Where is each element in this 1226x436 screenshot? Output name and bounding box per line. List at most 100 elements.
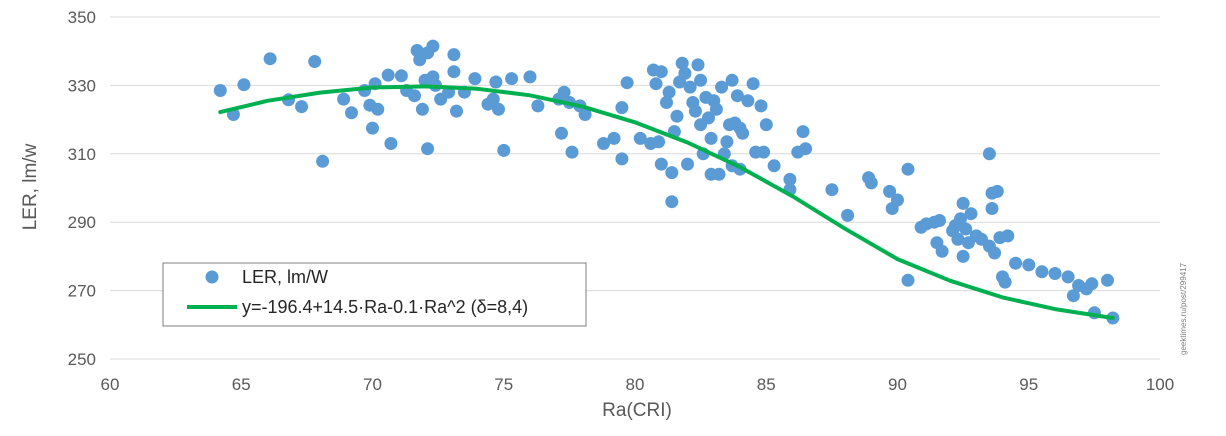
data-point [557,85,571,99]
data-point [988,246,1002,260]
data-point [954,212,967,226]
data-point [841,208,855,222]
data-point [741,94,755,108]
data-point [450,104,463,118]
data-point [675,56,689,70]
data-point [933,214,946,227]
data-point [633,131,647,145]
data-point [720,135,734,149]
data-point [783,172,797,186]
data-point [316,154,330,168]
y-axis-title: LER, lm/w [20,143,41,230]
data-point [956,249,970,263]
data-point [767,159,781,173]
data-point [799,142,813,156]
y-tick-label: 290 [68,213,96,232]
data-point [366,121,379,135]
data-point [394,69,408,83]
data-point [213,84,227,97]
data-point [736,126,750,140]
data-point [901,273,915,287]
x-tick-label: 70 [363,375,382,394]
data-point [237,78,251,92]
legend-box [162,262,587,327]
data-point [691,58,705,72]
data-point [712,167,726,181]
data-point [597,137,610,150]
data-point [654,157,668,171]
data-point [615,152,629,166]
x-tick-label: 60 [101,375,120,394]
data-point [337,92,351,106]
data-point [670,109,684,123]
data-point [607,131,621,145]
data-point [1001,229,1015,243]
data-point [998,275,1012,289]
y-tick-label: 250 [68,350,96,369]
x-axis-title: Ra(CRI) [602,400,672,421]
data-point [486,92,500,106]
data-point [951,232,965,246]
x-tick-label: 95 [1019,375,1038,394]
data-point [796,125,810,139]
data-point [497,143,511,157]
data-point [308,55,322,68]
y-tick-label: 350 [68,8,96,27]
data-point [1022,258,1036,272]
data-point [426,39,440,53]
data-point [891,193,904,207]
data-point [694,73,708,87]
data-point [662,85,676,99]
data-point [990,184,1004,198]
data-point [665,166,679,180]
x-tick-label: 100 [1146,375,1174,394]
data-point [825,183,839,197]
data-point [681,157,694,171]
data-point [468,72,482,86]
y-tick-label: 270 [68,282,96,301]
watermark: geektimes.ru/post/299417 [1179,262,1188,355]
data-point [956,196,970,210]
data-point [555,126,568,140]
data-point [660,96,673,109]
data-point [447,65,461,79]
data-point [759,118,773,132]
data-point [578,108,592,121]
data-point [505,72,519,86]
data-point [1009,256,1023,270]
data-point [959,222,973,236]
data-point [704,131,718,145]
y-tick-label: 330 [68,76,96,95]
data-point [1101,273,1114,287]
data-point [901,162,915,176]
x-tick-label: 65 [232,375,251,394]
data-point [982,147,996,161]
data-point [678,66,692,80]
data-point [725,73,739,87]
x-axis-ticks: 60 65 70 75 80 85 90 95 100 [101,375,1175,394]
data-point [864,176,878,190]
data-point [263,52,277,66]
data-point [709,102,723,116]
data-point [381,68,395,82]
data-point [489,75,503,89]
x-tick-label: 85 [757,375,776,394]
scatter-series [213,39,1120,325]
legend: LER, lm/W y=-196.4+14.5·Ra-0.1·Ra^2 (δ=8… [162,262,587,327]
data-point [415,102,429,116]
data-point [754,99,768,113]
data-point [688,104,702,118]
data-point [565,145,579,159]
data-point [615,101,629,115]
data-point [408,89,421,103]
data-point [531,99,545,113]
data-point [523,70,537,84]
data-point [652,135,666,149]
data-point [964,207,978,221]
data-point [1066,289,1080,303]
x-tick-label: 75 [494,375,513,394]
fit-series [218,84,1115,320]
data-point [746,77,760,91]
data-point [1048,267,1062,280]
